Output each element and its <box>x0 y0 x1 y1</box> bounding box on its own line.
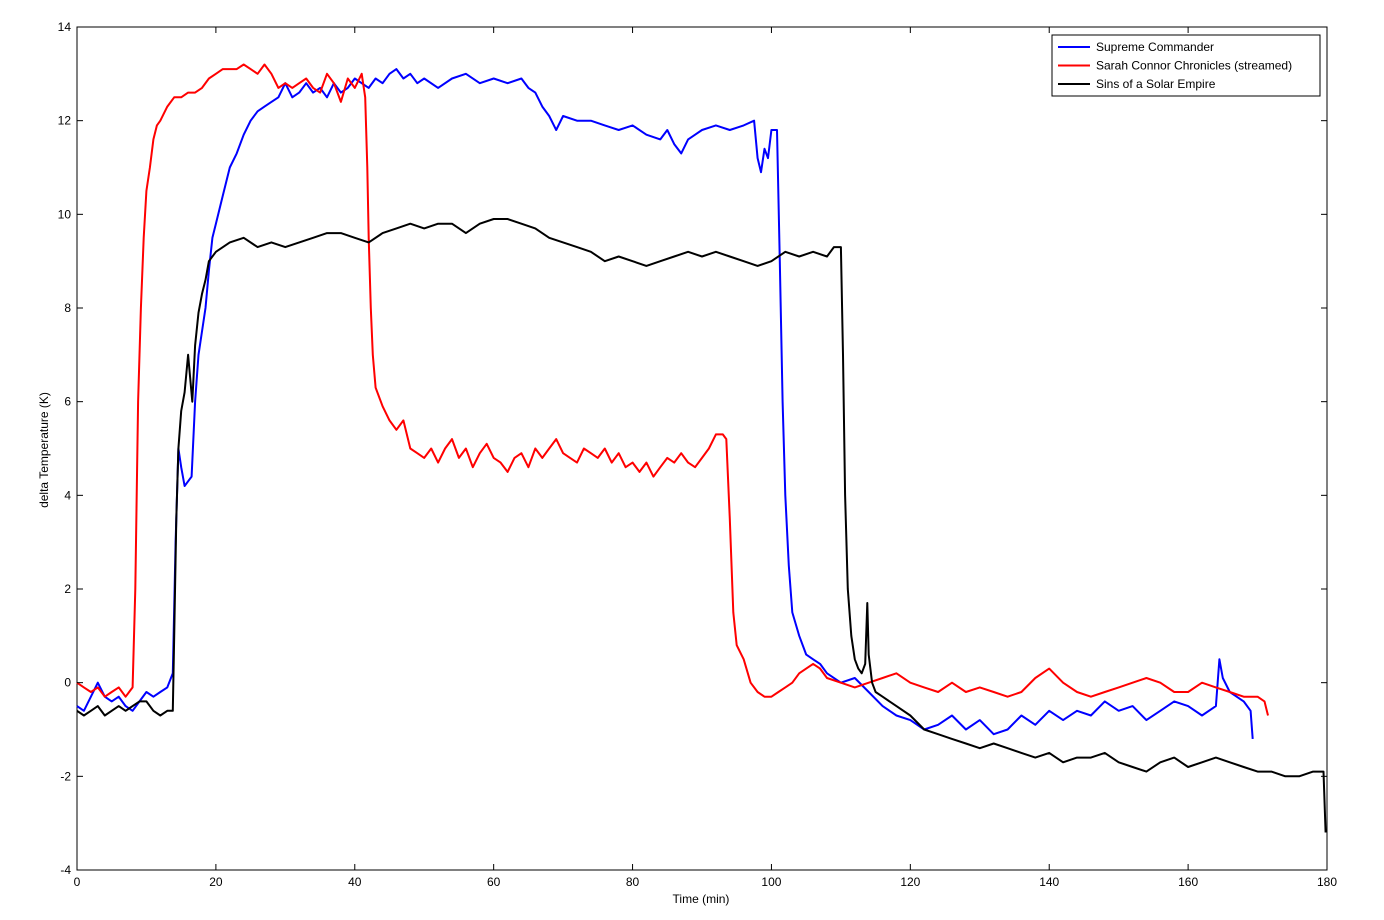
legend-box <box>1051 34 1321 97</box>
y-tick-label: 10 <box>58 207 72 221</box>
y-axis-label: delta Temperature (K) <box>37 392 51 508</box>
y-tick-label: -2 <box>60 769 71 783</box>
x-tick-label: 160 <box>1178 875 1198 889</box>
x-tick-label: 40 <box>348 875 362 889</box>
series-line-supreme-commander <box>76 68 1254 739</box>
x-tick-label: 140 <box>1039 875 1059 889</box>
plot-area <box>76 26 1328 871</box>
x-tick-label: 80 <box>626 875 640 889</box>
y-tick-label: 4 <box>64 488 71 502</box>
legend: Supreme Commander Sarah Connor Chronicles… <box>1051 34 1321 97</box>
y-tick-label: 12 <box>58 114 72 128</box>
x-tick-label: 20 <box>209 875 223 889</box>
series-line-sarah-connor-chronicles-streamed <box>76 63 1269 716</box>
y-tick-label: 8 <box>64 301 71 315</box>
series-layer <box>76 63 1327 833</box>
y-tick-label: -4 <box>60 863 71 877</box>
y-axis: -4 -2 0 2 4 6 8 10 12 14 <box>58 20 1327 877</box>
x-tick-label: 120 <box>900 875 920 889</box>
legend-label-sins-of-a-solar-empire: Sins of a Solar Empire <box>1096 77 1216 91</box>
x-axis: 0 20 40 60 80 100 120 140 160 180 <box>74 27 1337 889</box>
plot-frame <box>76 26 1328 871</box>
legend-label-sarah-connor-chronicles-streamed: Sarah Connor Chronicles (streamed) <box>1096 59 1292 73</box>
y-tick-label: 14 <box>58 20 72 34</box>
x-tick-label: 100 <box>761 875 781 889</box>
x-tick-label: 0 <box>74 875 81 889</box>
y-tick-label: 6 <box>64 395 71 409</box>
legend-label-supreme-commander: Supreme Commander <box>1096 40 1214 54</box>
x-tick-label: 180 <box>1317 875 1337 889</box>
x-tick-label: 60 <box>487 875 501 889</box>
series-line-sins-of-a-solar-empire <box>76 218 1327 833</box>
y-tick-label: 0 <box>64 676 71 690</box>
y-tick-label: 2 <box>64 582 71 596</box>
x-axis-label: Time (min) <box>673 892 730 906</box>
